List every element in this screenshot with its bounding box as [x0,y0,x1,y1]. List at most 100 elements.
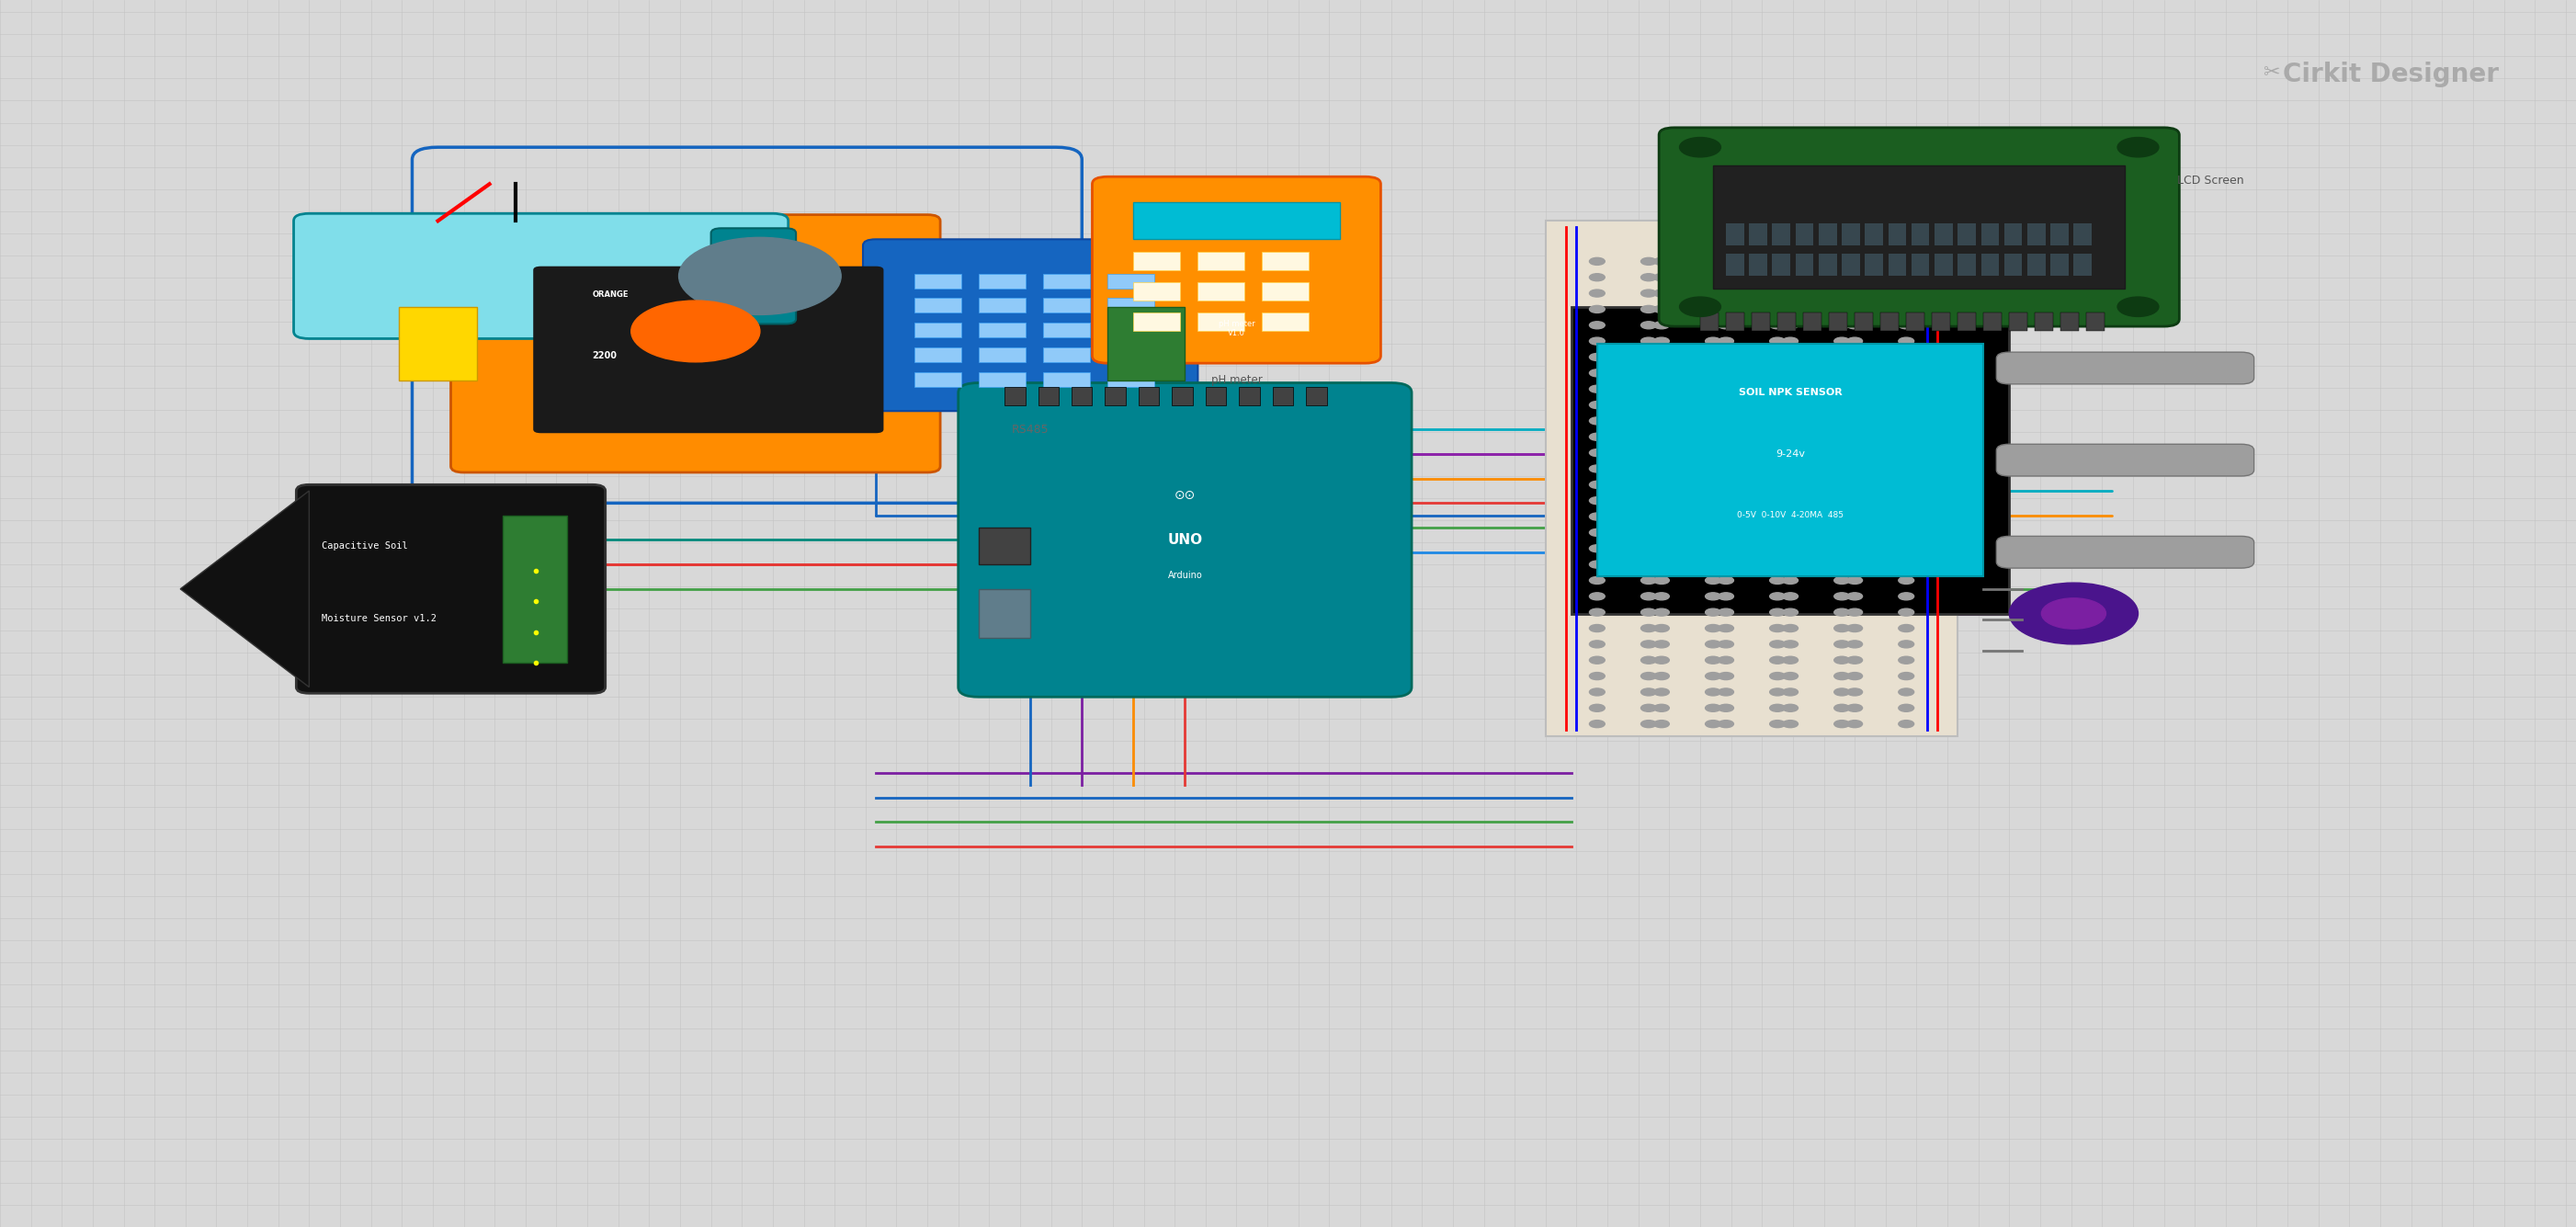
Circle shape [1783,274,1798,281]
Circle shape [1770,688,1785,696]
Bar [1072,387,1092,405]
Text: SOIL NPK SENSOR: SOIL NPK SENSOR [1739,388,1842,398]
Bar [914,323,961,337]
Circle shape [1783,258,1798,265]
Circle shape [1770,593,1785,600]
Bar [1262,282,1309,301]
Circle shape [1589,417,1605,425]
Circle shape [1654,401,1669,409]
Circle shape [1834,465,1850,472]
Circle shape [1847,593,1862,600]
Circle shape [1705,274,1721,281]
Circle shape [1705,545,1721,552]
Circle shape [1641,290,1656,297]
Circle shape [1718,353,1734,361]
Circle shape [1783,609,1798,616]
Circle shape [1770,704,1785,712]
Circle shape [1589,672,1605,680]
Circle shape [1654,385,1669,393]
Circle shape [1770,274,1785,281]
Circle shape [1834,258,1850,265]
FancyBboxPatch shape [296,485,605,693]
Bar [1005,387,1025,405]
Circle shape [1718,545,1734,552]
Circle shape [1847,545,1862,552]
Circle shape [1783,672,1798,680]
Bar [1772,254,1790,276]
Text: UNO: UNO [1167,533,1203,547]
Bar [1865,223,1883,245]
Circle shape [1834,672,1850,680]
Bar [1981,254,1999,276]
Bar [1597,344,1984,577]
Circle shape [1641,337,1656,345]
Circle shape [1705,577,1721,584]
Bar [1906,313,1924,331]
Bar [914,274,961,288]
Circle shape [1770,465,1785,472]
Circle shape [1641,640,1656,648]
Circle shape [1783,337,1798,345]
Circle shape [1718,625,1734,632]
Circle shape [1899,497,1914,504]
Bar [2061,313,2079,331]
Circle shape [1654,561,1669,568]
Bar [1546,221,1958,736]
Bar [1795,254,1814,276]
Text: Cirkit Designer: Cirkit Designer [2282,61,2499,87]
Text: ✂: ✂ [2262,64,2280,82]
FancyBboxPatch shape [451,215,940,472]
Circle shape [1654,545,1669,552]
Bar [1133,313,1180,331]
Circle shape [1641,497,1656,504]
Bar [1133,282,1180,301]
Circle shape [1783,577,1798,584]
Circle shape [2040,598,2105,628]
Circle shape [1718,481,1734,488]
Circle shape [1834,640,1850,648]
Bar [1726,254,1744,276]
Text: Moisture Sensor v1.2: Moisture Sensor v1.2 [322,614,438,623]
Circle shape [1654,640,1669,648]
Bar [1984,313,2002,331]
Circle shape [1834,417,1850,425]
Circle shape [1589,337,1605,345]
Circle shape [1770,337,1785,345]
Circle shape [1641,258,1656,265]
Circle shape [1834,401,1850,409]
Circle shape [1654,417,1669,425]
Bar [1935,254,1953,276]
Circle shape [2117,137,2159,157]
Circle shape [1641,385,1656,393]
Circle shape [1847,640,1862,648]
Circle shape [1834,353,1850,361]
FancyBboxPatch shape [1659,128,2179,326]
Circle shape [1718,401,1734,409]
Circle shape [1770,529,1785,536]
Circle shape [1718,609,1734,616]
Circle shape [1641,353,1656,361]
Bar [1133,202,1340,239]
Bar [1038,387,1059,405]
Circle shape [1834,449,1850,456]
Bar [2035,313,2053,331]
Circle shape [1847,449,1862,456]
Circle shape [1718,449,1734,456]
Circle shape [1847,321,1862,329]
Bar [2087,313,2105,331]
Circle shape [1705,433,1721,440]
Circle shape [1705,369,1721,377]
Bar [1726,313,1744,331]
Circle shape [680,238,840,314]
Bar [979,298,1025,313]
Circle shape [1770,672,1785,680]
Circle shape [1705,640,1721,648]
Circle shape [1718,274,1734,281]
Circle shape [1641,417,1656,425]
Circle shape [1654,465,1669,472]
Circle shape [1641,321,1656,329]
Circle shape [1899,529,1914,536]
Circle shape [1718,593,1734,600]
Circle shape [1654,577,1669,584]
Circle shape [1899,258,1914,265]
